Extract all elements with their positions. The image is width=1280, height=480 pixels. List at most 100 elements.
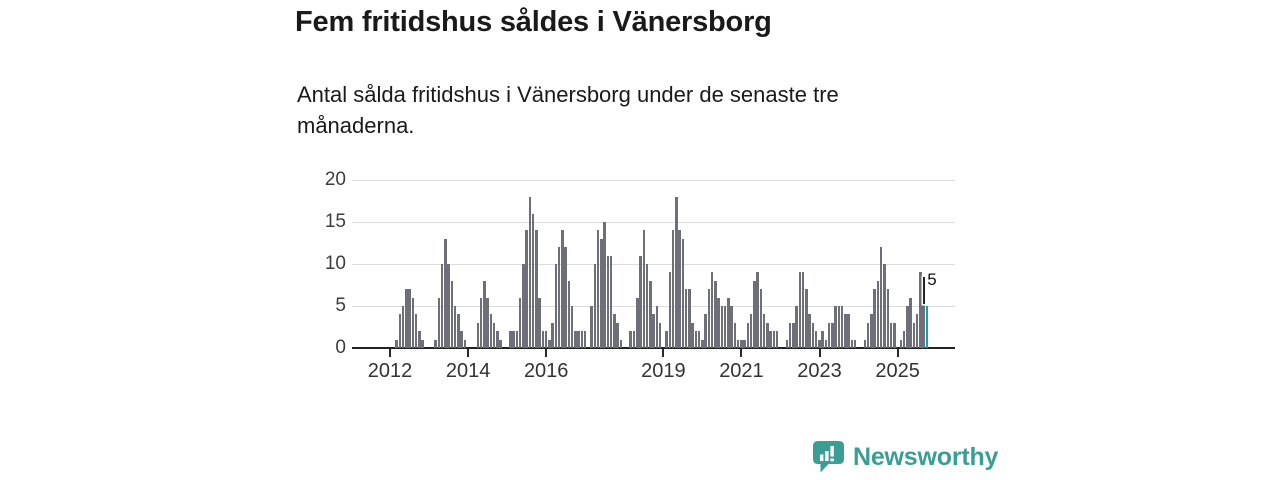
bar — [606, 255, 610, 348]
annotation-value-label: 5 — [927, 270, 937, 289]
bar — [463, 339, 467, 348]
bar — [681, 238, 685, 348]
bar — [827, 322, 831, 348]
bar — [730, 306, 733, 348]
bar — [535, 230, 538, 348]
bar — [405, 289, 408, 348]
bar — [818, 339, 821, 348]
bar — [727, 297, 730, 348]
bar — [906, 306, 909, 348]
bar — [541, 331, 545, 348]
bar — [723, 306, 727, 348]
chart-title: Fem fritidshus såldes i Vänersborg — [295, 6, 772, 38]
bar — [808, 314, 811, 348]
bar — [788, 322, 792, 348]
bar — [753, 280, 756, 348]
bar — [707, 289, 711, 348]
bar — [649, 280, 652, 348]
bar — [772, 331, 776, 348]
bar — [876, 280, 880, 348]
bar — [600, 238, 603, 348]
bar — [792, 322, 795, 348]
bar — [613, 314, 616, 348]
x-axis-tick — [896, 349, 899, 357]
bar — [645, 264, 649, 348]
bar — [831, 322, 834, 348]
bar — [548, 339, 551, 348]
bar — [616, 322, 619, 348]
x-axis-tick-label: 2021 — [719, 360, 764, 382]
newsworthy-logo-icon — [813, 441, 844, 474]
bar — [743, 339, 746, 348]
bar — [411, 297, 415, 348]
bar — [766, 322, 769, 348]
bar — [603, 222, 606, 348]
bar — [557, 247, 561, 348]
bar — [512, 331, 515, 348]
y-axis-tick-label: 10 — [324, 253, 346, 274]
bar — [837, 306, 841, 348]
bar — [609, 255, 613, 348]
bar — [762, 314, 766, 348]
bar — [668, 272, 672, 348]
bar — [691, 322, 694, 348]
bar — [785, 339, 789, 348]
bar — [879, 247, 883, 348]
y-axis-tick-label: 0 — [335, 337, 346, 358]
bar — [489, 314, 493, 348]
bar — [418, 331, 421, 348]
x-axis-tick-label: 2019 — [641, 360, 686, 382]
bar — [801, 272, 805, 348]
bar — [746, 322, 750, 348]
bar — [636, 297, 639, 348]
bar — [577, 331, 580, 348]
bar — [596, 230, 600, 348]
x-axis-tick — [389, 349, 391, 357]
bar — [749, 314, 753, 348]
bar — [704, 314, 707, 348]
bar — [870, 314, 873, 348]
x-axis-tick-label: 2016 — [523, 360, 569, 382]
bar — [834, 306, 837, 348]
bar — [847, 314, 850, 348]
y-axis-tick-label: 5 — [335, 295, 346, 316]
bar — [440, 264, 444, 348]
bar — [642, 230, 645, 348]
bar — [561, 230, 564, 348]
bar — [759, 289, 763, 348]
x-axis-tick-label: 2023 — [797, 360, 842, 382]
bar — [811, 322, 815, 348]
bar — [567, 280, 571, 348]
bar — [522, 264, 525, 348]
x-axis-tick — [818, 349, 821, 357]
bar — [515, 331, 519, 348]
bar — [632, 331, 636, 348]
bar — [697, 331, 701, 348]
bar — [457, 314, 460, 348]
x-axis-tick-label: 2014 — [445, 360, 491, 382]
bar — [590, 306, 593, 348]
bar — [655, 306, 659, 348]
bar — [814, 331, 818, 348]
bar — [486, 297, 489, 348]
y-axis-tick-label: 20 — [324, 169, 346, 190]
bar — [756, 272, 759, 348]
bar — [678, 230, 681, 348]
bar — [639, 255, 642, 348]
x-axis-tick-label: 2025 — [875, 360, 920, 382]
bar — [518, 297, 522, 348]
bar — [720, 306, 724, 348]
bar — [714, 280, 717, 348]
highlighted-bar — [925, 306, 929, 348]
x-axis-tick — [545, 349, 548, 357]
chart-subtitle: Antal sålda fritidshus i Vänersborg unde… — [297, 82, 839, 138]
bar — [570, 306, 574, 348]
bar — [444, 238, 447, 348]
bar — [805, 289, 808, 348]
bar — [889, 322, 893, 348]
bar — [528, 196, 532, 348]
bar — [684, 289, 688, 348]
bar — [401, 306, 405, 348]
